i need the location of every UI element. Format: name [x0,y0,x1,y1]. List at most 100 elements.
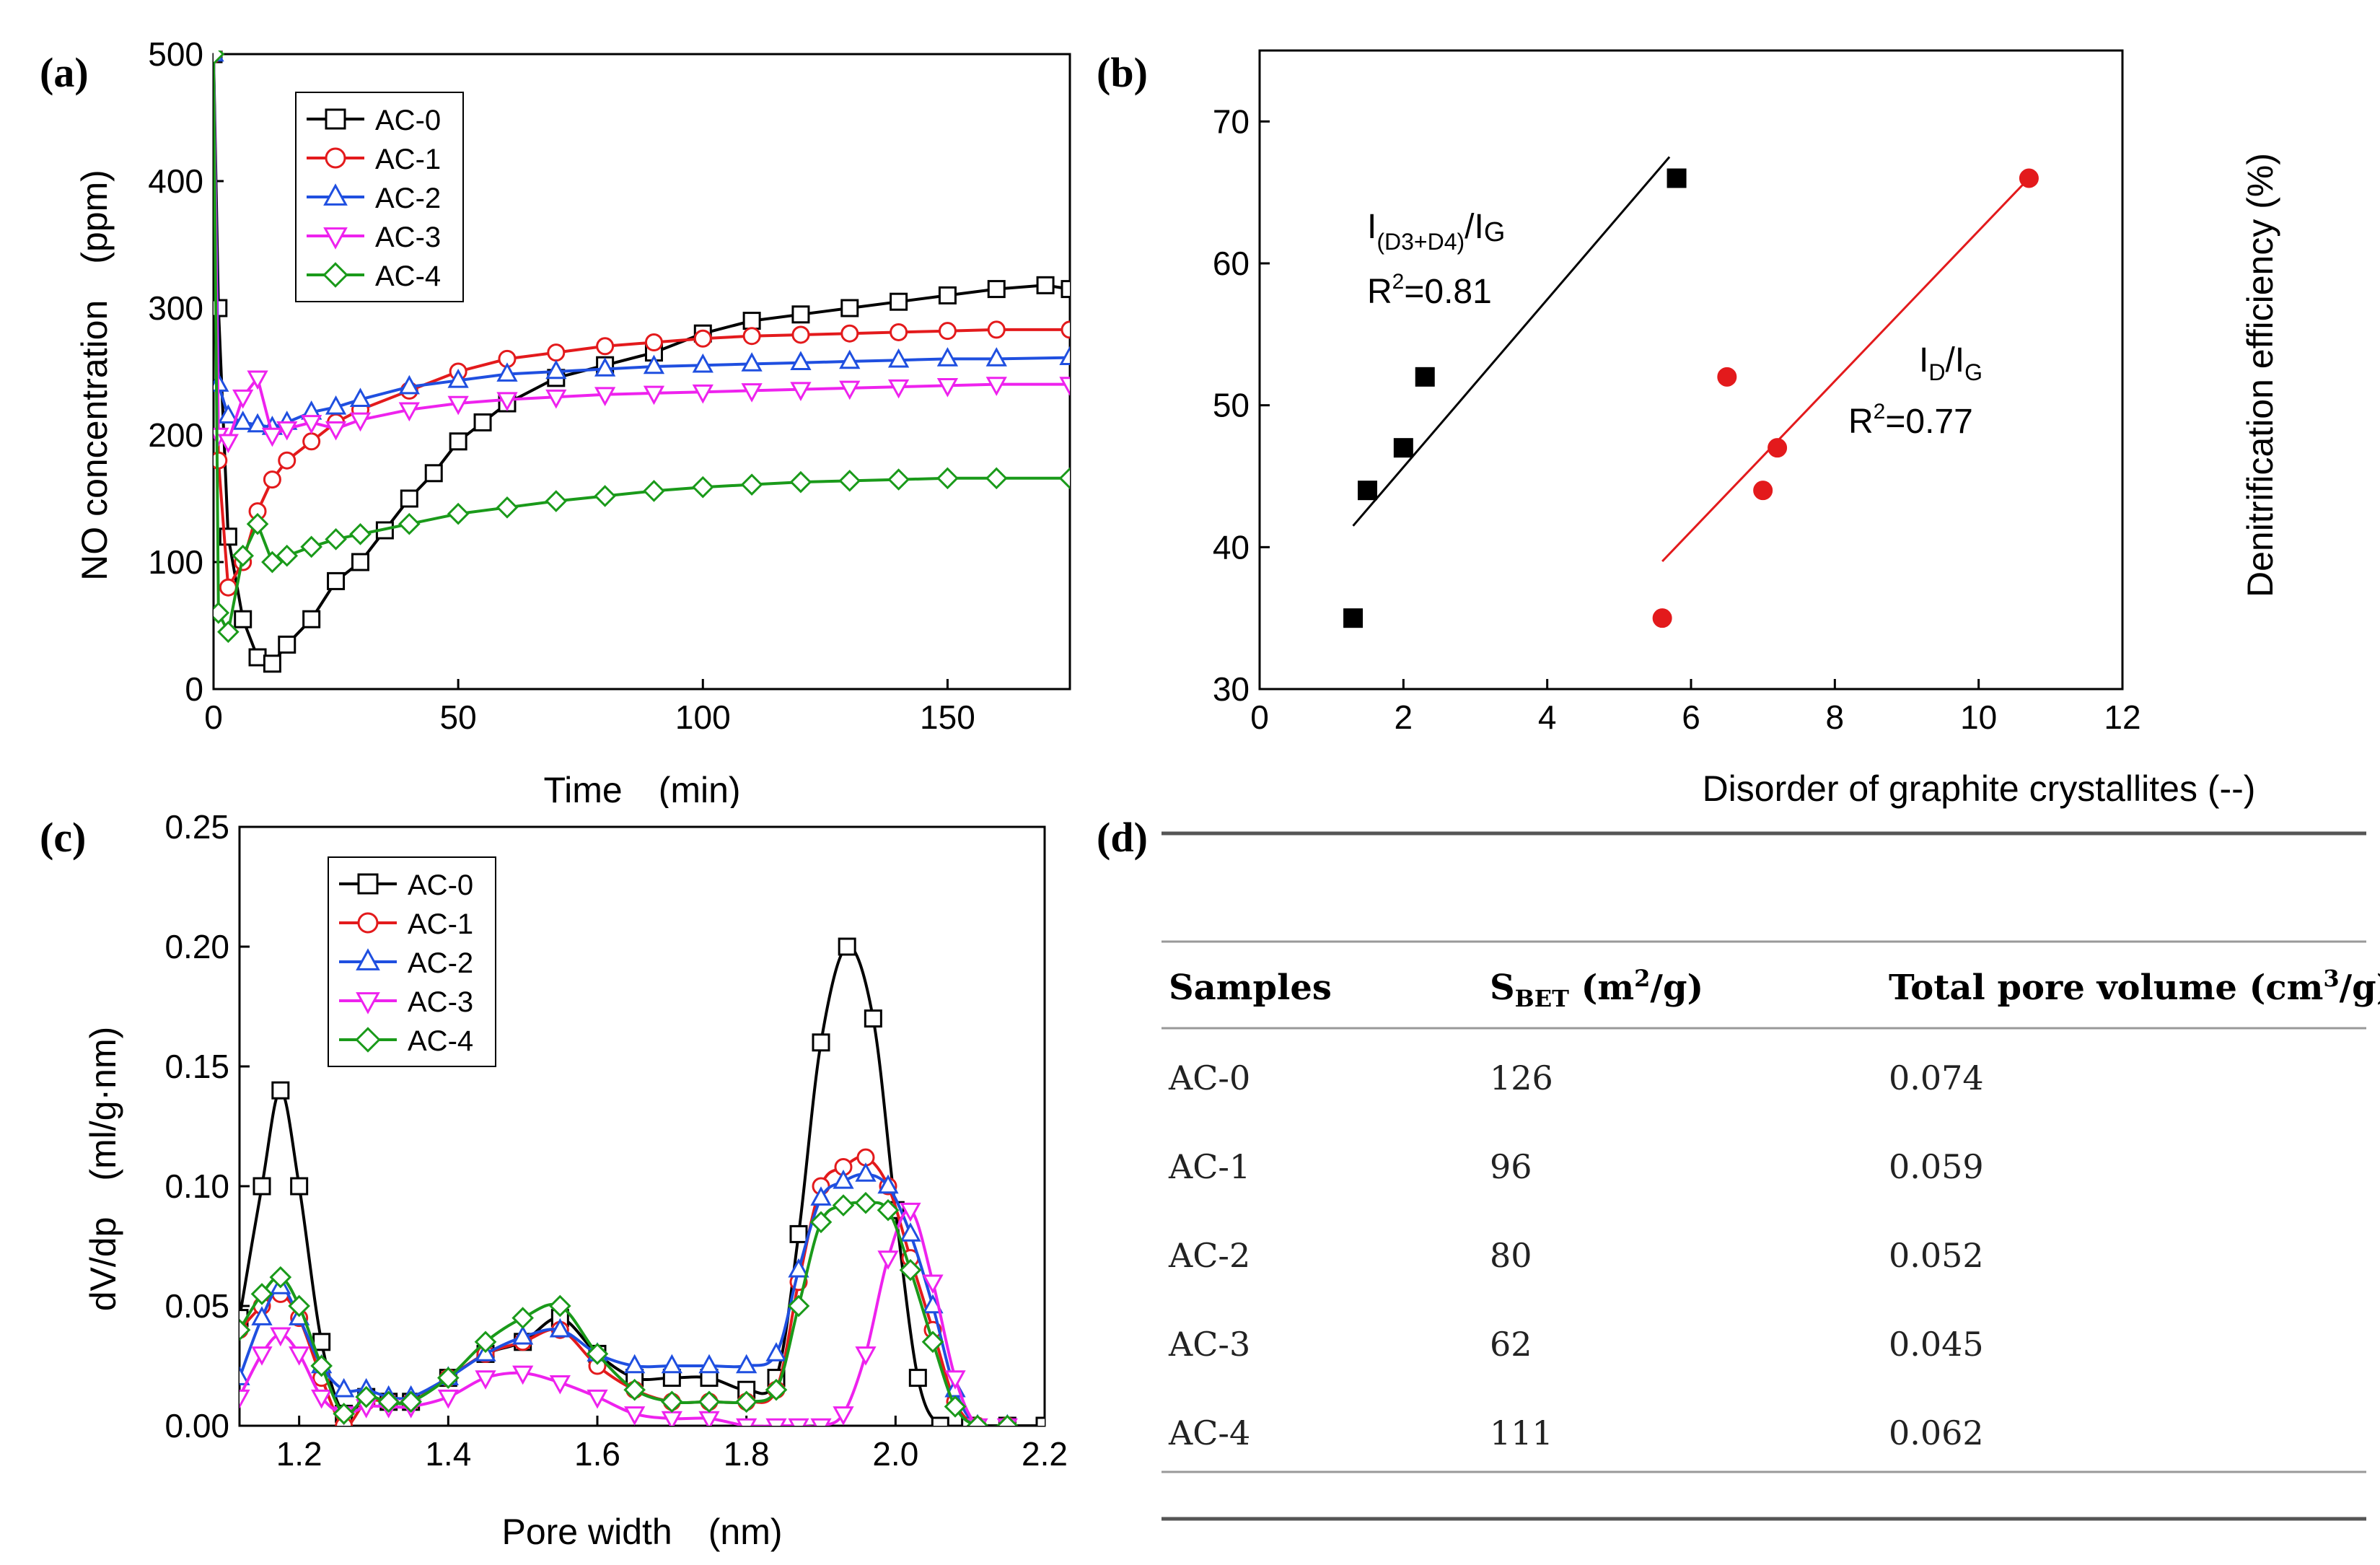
table-cell: 62 [1490,1325,1532,1364]
y-tick-label: 300 [148,289,203,327]
data-point-ac-3 [877,1250,899,1270]
data-point-ac-1 [840,324,859,343]
data-point-ac-4 [400,1390,422,1413]
legend-marker-ac-0 [325,108,346,130]
data-point-ac-2 [247,413,268,433]
data-point-ac-4 [269,1266,292,1289]
data-point-ac-3 [1059,377,1070,396]
x-tick-label: 1.6 [574,1435,620,1473]
data-point-ac-4 [643,480,665,502]
x-tick-label: 0 [204,698,223,736]
data-point-ac-4 [921,1331,944,1354]
y-tick-label: 50 [1213,387,1250,424]
table-cell: 0.045 [1889,1325,1984,1364]
data-point-red [2019,168,2039,188]
data-point-ac-2 [512,1325,534,1345]
data-point-ac-3 [833,1406,854,1426]
axes-frame [238,825,1046,1427]
y-tick-label: 0.00 [164,1407,229,1445]
table-row: AC-0 126 0.074 [1168,1058,1984,1097]
data-point-ac-3 [398,402,420,422]
data-point-ac-0 [473,413,492,431]
data-point-ac-0 [791,305,810,324]
legend-label-ac-0: AC-0 [375,105,441,136]
data-point-ac-3 [240,1389,250,1409]
data-point-ac-4 [899,1258,922,1281]
x-tick-label: 2 [1395,698,1413,736]
x-tick-label: 1.8 [724,1435,770,1473]
legend-marker-ac-3 [323,227,348,250]
data-point-ac-4 [300,535,322,558]
plot-area-c: 1.2 1.4 1.6 1.8 2.0 2.2 0.00 0.05 0.10 0.15 0.20 0.… [164,808,1068,1473]
y-tick-label: 0.25 [164,808,229,846]
data-point-ac-1 [987,320,1006,339]
data-point-ac-4 [511,1307,534,1329]
data-point-ac-4 [787,1294,810,1318]
data-point-ac-2 [661,1354,682,1374]
legend-marker-ac-1 [325,147,346,169]
data-point-ac-3 [624,1406,646,1426]
data-point-ac-2 [594,357,616,377]
y-tick-label: 0.05 [164,1287,229,1325]
plot-area-a: 0 50 100 1500100200300400500AC-0AC-1AC-2AC-… [148,35,1071,736]
data-point-ac-1 [890,323,908,341]
data-point-ac-2 [545,359,567,380]
data-point-ac-3 [301,415,322,434]
annotation-red-r2: R2=0.77 [1848,400,1973,441]
data-point-ac-4 [496,496,519,519]
data-point-ac-0 [840,299,859,317]
table-cell: AC-2 [1168,1236,1250,1275]
x-tick-label: 0 [1250,698,1269,736]
data-point-ac-2 [624,1354,646,1374]
data-point-ac-0 [351,553,369,571]
data-point-ac-4 [594,485,616,507]
data-point-ac-2 [692,353,713,373]
data-point-ac-1 [547,343,566,362]
series-line-ac-3 [240,1208,1008,1426]
data-point-ac-2 [333,1377,355,1398]
data-point-ac-2 [496,362,518,382]
table-cell: AC-1 [1168,1147,1250,1186]
data-point-ac-2 [240,1366,250,1385]
table-cell: AC-4 [1168,1413,1250,1452]
x-tick-label: 8 [1826,698,1845,736]
data-point-ac-4 [349,522,372,545]
series-line-ac-4 [240,1201,1008,1426]
data-point-ac-2 [349,387,372,408]
data-point-ac-3 [788,1418,809,1426]
data-point-ac-4 [809,1211,833,1234]
data-point-ac-2 [790,351,812,370]
data-point-ac-3 [261,427,284,447]
table-cell: 80 [1490,1236,1532,1275]
data-point-ac-1 [644,333,663,352]
data-point-ac-3 [549,1375,571,1395]
data-point-ac-1 [219,578,237,597]
legend-label-ac-2: AC-2 [375,183,441,214]
data-point-ac-0 [327,571,346,590]
y-tick-label: 0.20 [164,928,229,965]
data-point-ac-0 [890,292,908,311]
axes-frame [1258,49,2124,691]
data-point-ac-1 [1061,320,1070,339]
data-point-ac-4 [944,1395,967,1418]
series-line-ac-2 [240,1172,1008,1426]
data-point-ac-4 [474,1331,497,1354]
data-point-ac-4 [214,602,230,624]
annotation-red-ratio: ID/IG [1919,341,1982,385]
data-point-red [1753,481,1773,501]
data-point-ac-4 [877,1198,900,1222]
data-point-ac-3 [276,421,298,441]
table-cell: 111 [1490,1413,1553,1452]
data-point-ac-4 [398,512,421,535]
plot-area-b: 0 2 4 6 8 10 12 30 40 50 60 70 I(D3+D4)/IG R2=0.81 ID/… [1213,49,2141,736]
table-row: AC-3 62 0.045 [1168,1325,1984,1364]
data-point-ac-4 [838,470,861,492]
data-point-ac-4 [740,473,763,496]
data-point-ac-4 [887,468,910,491]
data-point-ac-2 [810,1186,832,1206]
data-point-ac-0 [938,286,957,304]
table-cell: AC-3 [1168,1325,1250,1364]
axes-frame [212,53,1071,691]
data-point-ac-4 [261,551,284,574]
table-cell: 0.074 [1889,1058,1984,1097]
